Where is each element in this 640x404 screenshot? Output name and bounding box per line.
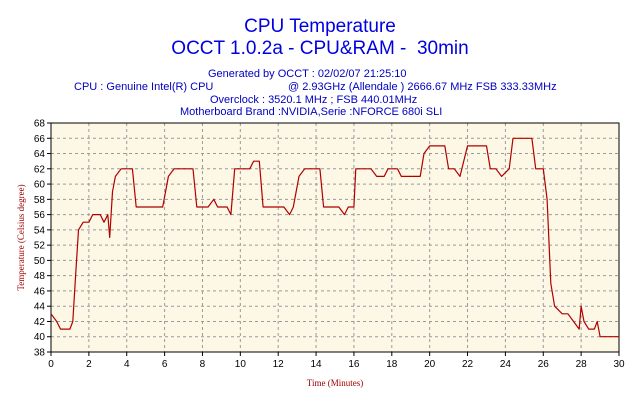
overclock-info: Overclock : 3520.1 MHz ; FSB 440.01MHz: [210, 94, 418, 106]
y-tick-label: 40: [34, 332, 46, 343]
x-tick-label: 4: [124, 359, 130, 370]
y-tick-label: 38: [34, 348, 46, 359]
y-tick-label: 62: [34, 164, 46, 175]
motherboard-info: Motherboard Brand :NVIDIA,Serie :NFORCE …: [180, 106, 443, 118]
x-tick-label: 2: [86, 359, 92, 370]
x-tick-label: 28: [576, 359, 588, 370]
y-tick-label: 46: [34, 286, 46, 297]
x-tick-label: 0: [48, 359, 54, 370]
cpu-info-right: @ 2.93GHz (Allendale ) 2666.67 MHz FSB 3…: [288, 81, 557, 93]
x-tick-label: 12: [273, 359, 285, 370]
plot-border: [50, 122, 620, 353]
x-tick-label: 18: [386, 359, 398, 370]
y-tick-label: 64: [34, 149, 46, 160]
x-tick-label: 8: [200, 359, 206, 370]
x-tick-label: 10: [235, 359, 247, 370]
x-tick-label: 16: [348, 359, 360, 370]
chart-title: CPU Temperature: [244, 16, 396, 37]
y-tick-label: 48: [34, 271, 46, 282]
y-tick-label: 68: [34, 119, 46, 130]
x-tick-label: 6: [162, 359, 168, 370]
x-tick-label: 22: [462, 359, 474, 370]
generated-info: Generated by OCCT : 02/02/07 21:25:10: [208, 68, 407, 80]
chart-subtitle: OCCT 1.0.2a - CPU&RAM - 30min: [171, 38, 469, 59]
plot-area: [51, 123, 619, 352]
x-tick-label: 30: [613, 359, 625, 370]
y-tick-label: 44: [34, 302, 46, 313]
y-tick-label: 50: [34, 256, 46, 267]
y-tick-label: 56: [34, 210, 46, 221]
y-tick-label: 42: [34, 317, 46, 328]
x-tick-label: 24: [500, 359, 512, 370]
y-tick-label: 60: [34, 180, 46, 191]
y-tick-label: 58: [34, 195, 46, 206]
cpu-info-left: CPU : Genuine Intel(R) CPU: [74, 81, 214, 93]
x-tick-label: 26: [538, 359, 550, 370]
x-axis-label: Time (Minutes): [307, 378, 363, 388]
x-tick-label: 20: [424, 359, 436, 370]
y-tick-label: 52: [34, 241, 46, 252]
temperature-series-line: [50, 137, 619, 338]
y-tick-label: 54: [34, 225, 46, 236]
y-tick-label: 66: [34, 134, 46, 145]
y-axis-label: Temperature (Celsius degree): [16, 184, 26, 290]
x-tick-label: 14: [311, 359, 323, 370]
